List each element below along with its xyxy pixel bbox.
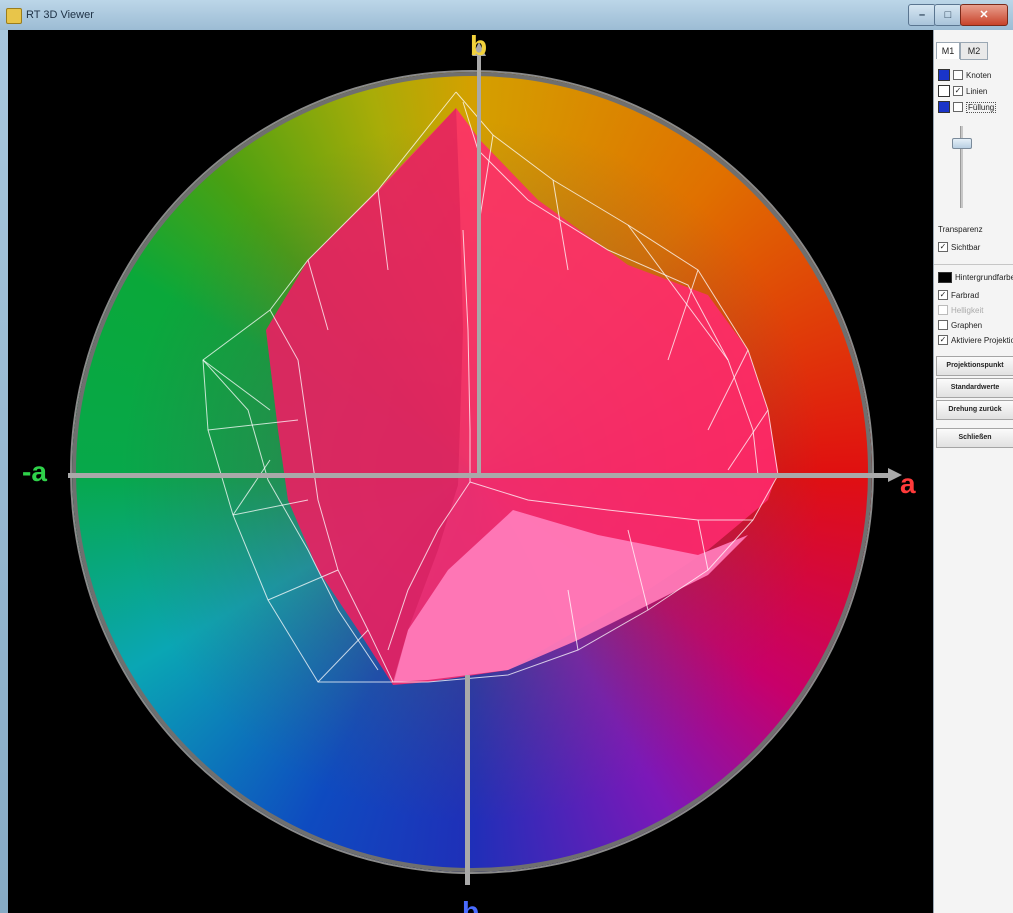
- option-color-wheel: ✓ Farbrad: [938, 288, 979, 302]
- close-button[interactable]: ✕: [960, 4, 1008, 26]
- fill-color-swatch[interactable]: [938, 101, 950, 113]
- axis-label-neg-b: b: [462, 896, 480, 913]
- tab-m2[interactable]: M2: [960, 42, 988, 60]
- b-axis-arrow-icon: [472, 42, 486, 56]
- color-wheel-checkbox[interactable]: ✓: [938, 290, 948, 300]
- gamut-model: [202, 91, 779, 685]
- maximize-button[interactable]: □: [934, 4, 962, 26]
- graphs-label: Graphen: [951, 320, 983, 330]
- brightness-label: Helligkeit: [951, 305, 984, 315]
- graphs-checkbox[interactable]: [938, 320, 948, 330]
- tab-m1[interactable]: M1: [936, 42, 960, 59]
- projection-point-button[interactable]: Projektionspunkt: [936, 356, 1013, 376]
- row-fill: Füllung: [938, 100, 997, 114]
- projection-checkbox[interactable]: ✓: [938, 335, 948, 345]
- option-graphs: Graphen: [938, 318, 982, 332]
- transparency-slider-thumb[interactable]: [952, 138, 972, 149]
- gamut-light-face: [393, 510, 748, 682]
- gamut-solid: [266, 108, 778, 685]
- fill-label: Füllung: [966, 101, 997, 113]
- background-row: Hintergrundfarbe: [938, 270, 1013, 284]
- axis-label-neg-a: -a: [22, 456, 47, 487]
- nodes-checkbox[interactable]: [953, 70, 963, 80]
- close-icon: ✕: [979, 9, 989, 21]
- row-nodes: Knoten: [938, 68, 991, 82]
- option-brightness: Helligkeit: [938, 303, 983, 317]
- transparency-row: Transparenz: [938, 222, 983, 236]
- 3d-viewport[interactable]: -a a b b: [8, 30, 933, 913]
- window-title: RT 3D Viewer: [26, 9, 94, 21]
- visible-row: ✓ Sichtbar: [938, 240, 980, 254]
- axis-label-pos-b: b: [470, 30, 488, 61]
- maximize-icon: □: [944, 9, 952, 21]
- app-icon: [6, 8, 22, 24]
- minimize-icon: –: [918, 9, 926, 21]
- lines-checkbox[interactable]: ✓: [953, 86, 963, 96]
- control-panel: M1 M2 Knoten ✓ Linien Füllung Transparen…: [933, 30, 1013, 913]
- axis-label-pos-a: a: [900, 468, 916, 499]
- background-color-swatch[interactable]: [938, 271, 952, 283]
- background-label: Hintergrundfarbe: [955, 272, 1013, 282]
- b-axis-positive: [477, 50, 481, 475]
- color-wheel-label: Farbrad: [951, 290, 980, 300]
- a-axis: [68, 473, 893, 478]
- brightness-checkbox[interactable]: [938, 305, 948, 315]
- reset-rotation-button[interactable]: Drehung zurück: [936, 400, 1013, 420]
- fill-checkbox[interactable]: [953, 102, 963, 112]
- gamut-wireframe: [202, 91, 779, 683]
- close-panel-button[interactable]: Schließen: [936, 428, 1013, 448]
- transparency-slider-track[interactable]: [960, 126, 963, 208]
- row-lines: ✓ Linien: [938, 84, 987, 98]
- visible-label: Sichtbar: [951, 242, 981, 252]
- minimize-button[interactable]: –: [908, 4, 936, 26]
- nodes-label: Knoten: [966, 70, 992, 80]
- title-bar[interactable]: RT 3D Viewer – □ ✕: [0, 0, 1013, 30]
- b-axis-negative: [465, 675, 470, 885]
- panel-divider: [934, 264, 1013, 265]
- a-axis-arrow-icon: [888, 468, 902, 482]
- nodes-color-swatch[interactable]: [938, 69, 950, 81]
- visible-checkbox[interactable]: ✓: [938, 242, 948, 252]
- transparency-label: Transparenz: [938, 224, 983, 234]
- gamut-shade: [266, 108, 463, 685]
- option-projection: ✓ Aktiviere Projektion: [938, 333, 1013, 347]
- lines-color-swatch[interactable]: [938, 85, 950, 97]
- lines-label: Linien: [966, 86, 988, 96]
- defaults-button[interactable]: Standardwerte: [936, 378, 1013, 398]
- projection-label: Aktiviere Projektion: [951, 335, 1013, 345]
